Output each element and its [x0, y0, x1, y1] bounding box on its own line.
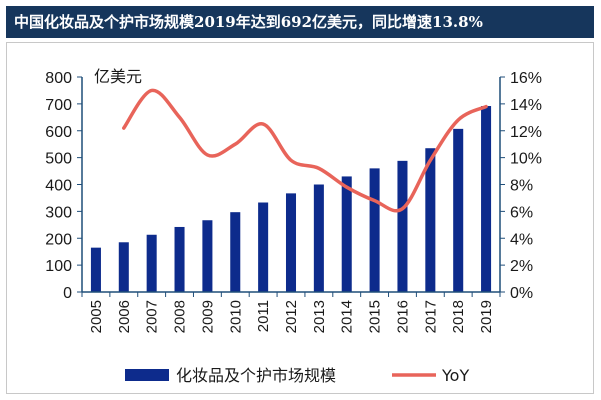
- y-right-tick-label: 0%: [510, 285, 533, 302]
- bar: [146, 234, 157, 292]
- y-right-tick-label: 6%: [510, 204, 533, 221]
- y-left-tick-label: 800: [45, 70, 72, 87]
- bar: [425, 148, 436, 292]
- bar: [453, 128, 464, 292]
- y-right-tick-label: 14%: [510, 97, 542, 114]
- bar: [230, 212, 241, 292]
- y-right-tick-label: 12%: [510, 124, 542, 141]
- bar: [258, 202, 269, 292]
- yoy-line: [122, 88, 488, 213]
- x-tick-label: 2013: [311, 300, 328, 333]
- x-tick-label: 2017: [422, 300, 439, 333]
- x-tick-label: 2009: [199, 300, 216, 333]
- chart-title: 中国化妆品及个护市场规模2019年达到692亿美元，同比增速13.8%: [6, 6, 594, 38]
- legend: 化妆品及个护市场规模 YoY: [125, 366, 469, 385]
- bar: [397, 160, 408, 292]
- y-left-tick-label: 200: [45, 231, 72, 248]
- x-tick-label: 2016: [394, 300, 411, 333]
- x-tick-label: 2011: [255, 300, 272, 332]
- y-left-tick-label: 600: [45, 124, 72, 141]
- x-tick-label: 2014: [339, 300, 356, 333]
- y-left-tick-label: 500: [45, 151, 72, 168]
- y-left-axis: 0 100 200 300 400 500 600 700 800: [45, 70, 72, 302]
- x-tick-label: 2008: [172, 300, 189, 333]
- line-series: [122, 88, 488, 213]
- y-left-tick-label: 300: [45, 204, 72, 221]
- bar-series: [90, 106, 492, 293]
- x-tick-label: 2007: [144, 300, 161, 333]
- x-tick-label: 2012: [283, 300, 300, 333]
- bar: [341, 176, 352, 292]
- legend-label: 化妆品及个护市场规模: [176, 366, 336, 385]
- bar: [285, 193, 297, 292]
- chart-frame: [6, 42, 594, 394]
- x-axis: 2005 2006 2007 2008 2009 2010 2011 2012 2013 2014…: [88, 300, 495, 333]
- x-tick-label: 2006: [116, 300, 133, 333]
- x-tick-label: 2005: [88, 300, 105, 333]
- y-right-tick-label: 4%: [510, 231, 533, 248]
- legend-label: YoY: [441, 366, 469, 385]
- bar: [90, 247, 101, 292]
- bar: [313, 184, 324, 292]
- y-left-tick-label: 400: [45, 178, 72, 195]
- bar: [174, 226, 185, 292]
- legend-swatch-bar: [125, 369, 169, 381]
- y-left-tick-label: 0: [63, 285, 72, 302]
- x-tick-label: 2019: [478, 300, 495, 333]
- x-tick-label: 2018: [450, 300, 467, 333]
- x-tick-label: 2015: [367, 300, 384, 333]
- y-left-tick-label: 700: [45, 97, 72, 114]
- y-right-tick-label: 10%: [510, 151, 542, 168]
- bar: [202, 220, 213, 292]
- bar: [481, 106, 492, 293]
- y-left-tick-label: 100: [45, 258, 72, 275]
- y-right-axis: 0% 2% 4% 6% 8% 10% 12% 14% 16%: [510, 70, 542, 302]
- y-right-tick-label: 16%: [510, 70, 542, 87]
- y-right-tick-label: 2%: [510, 258, 533, 275]
- y-right-tick-label: 8%: [510, 178, 533, 195]
- axis-lines: [77, 76, 505, 297]
- bar: [369, 168, 380, 292]
- bar: [118, 242, 129, 292]
- y-axis-unit-label: 亿美元: [94, 67, 142, 86]
- x-tick-label: 2010: [227, 300, 244, 333]
